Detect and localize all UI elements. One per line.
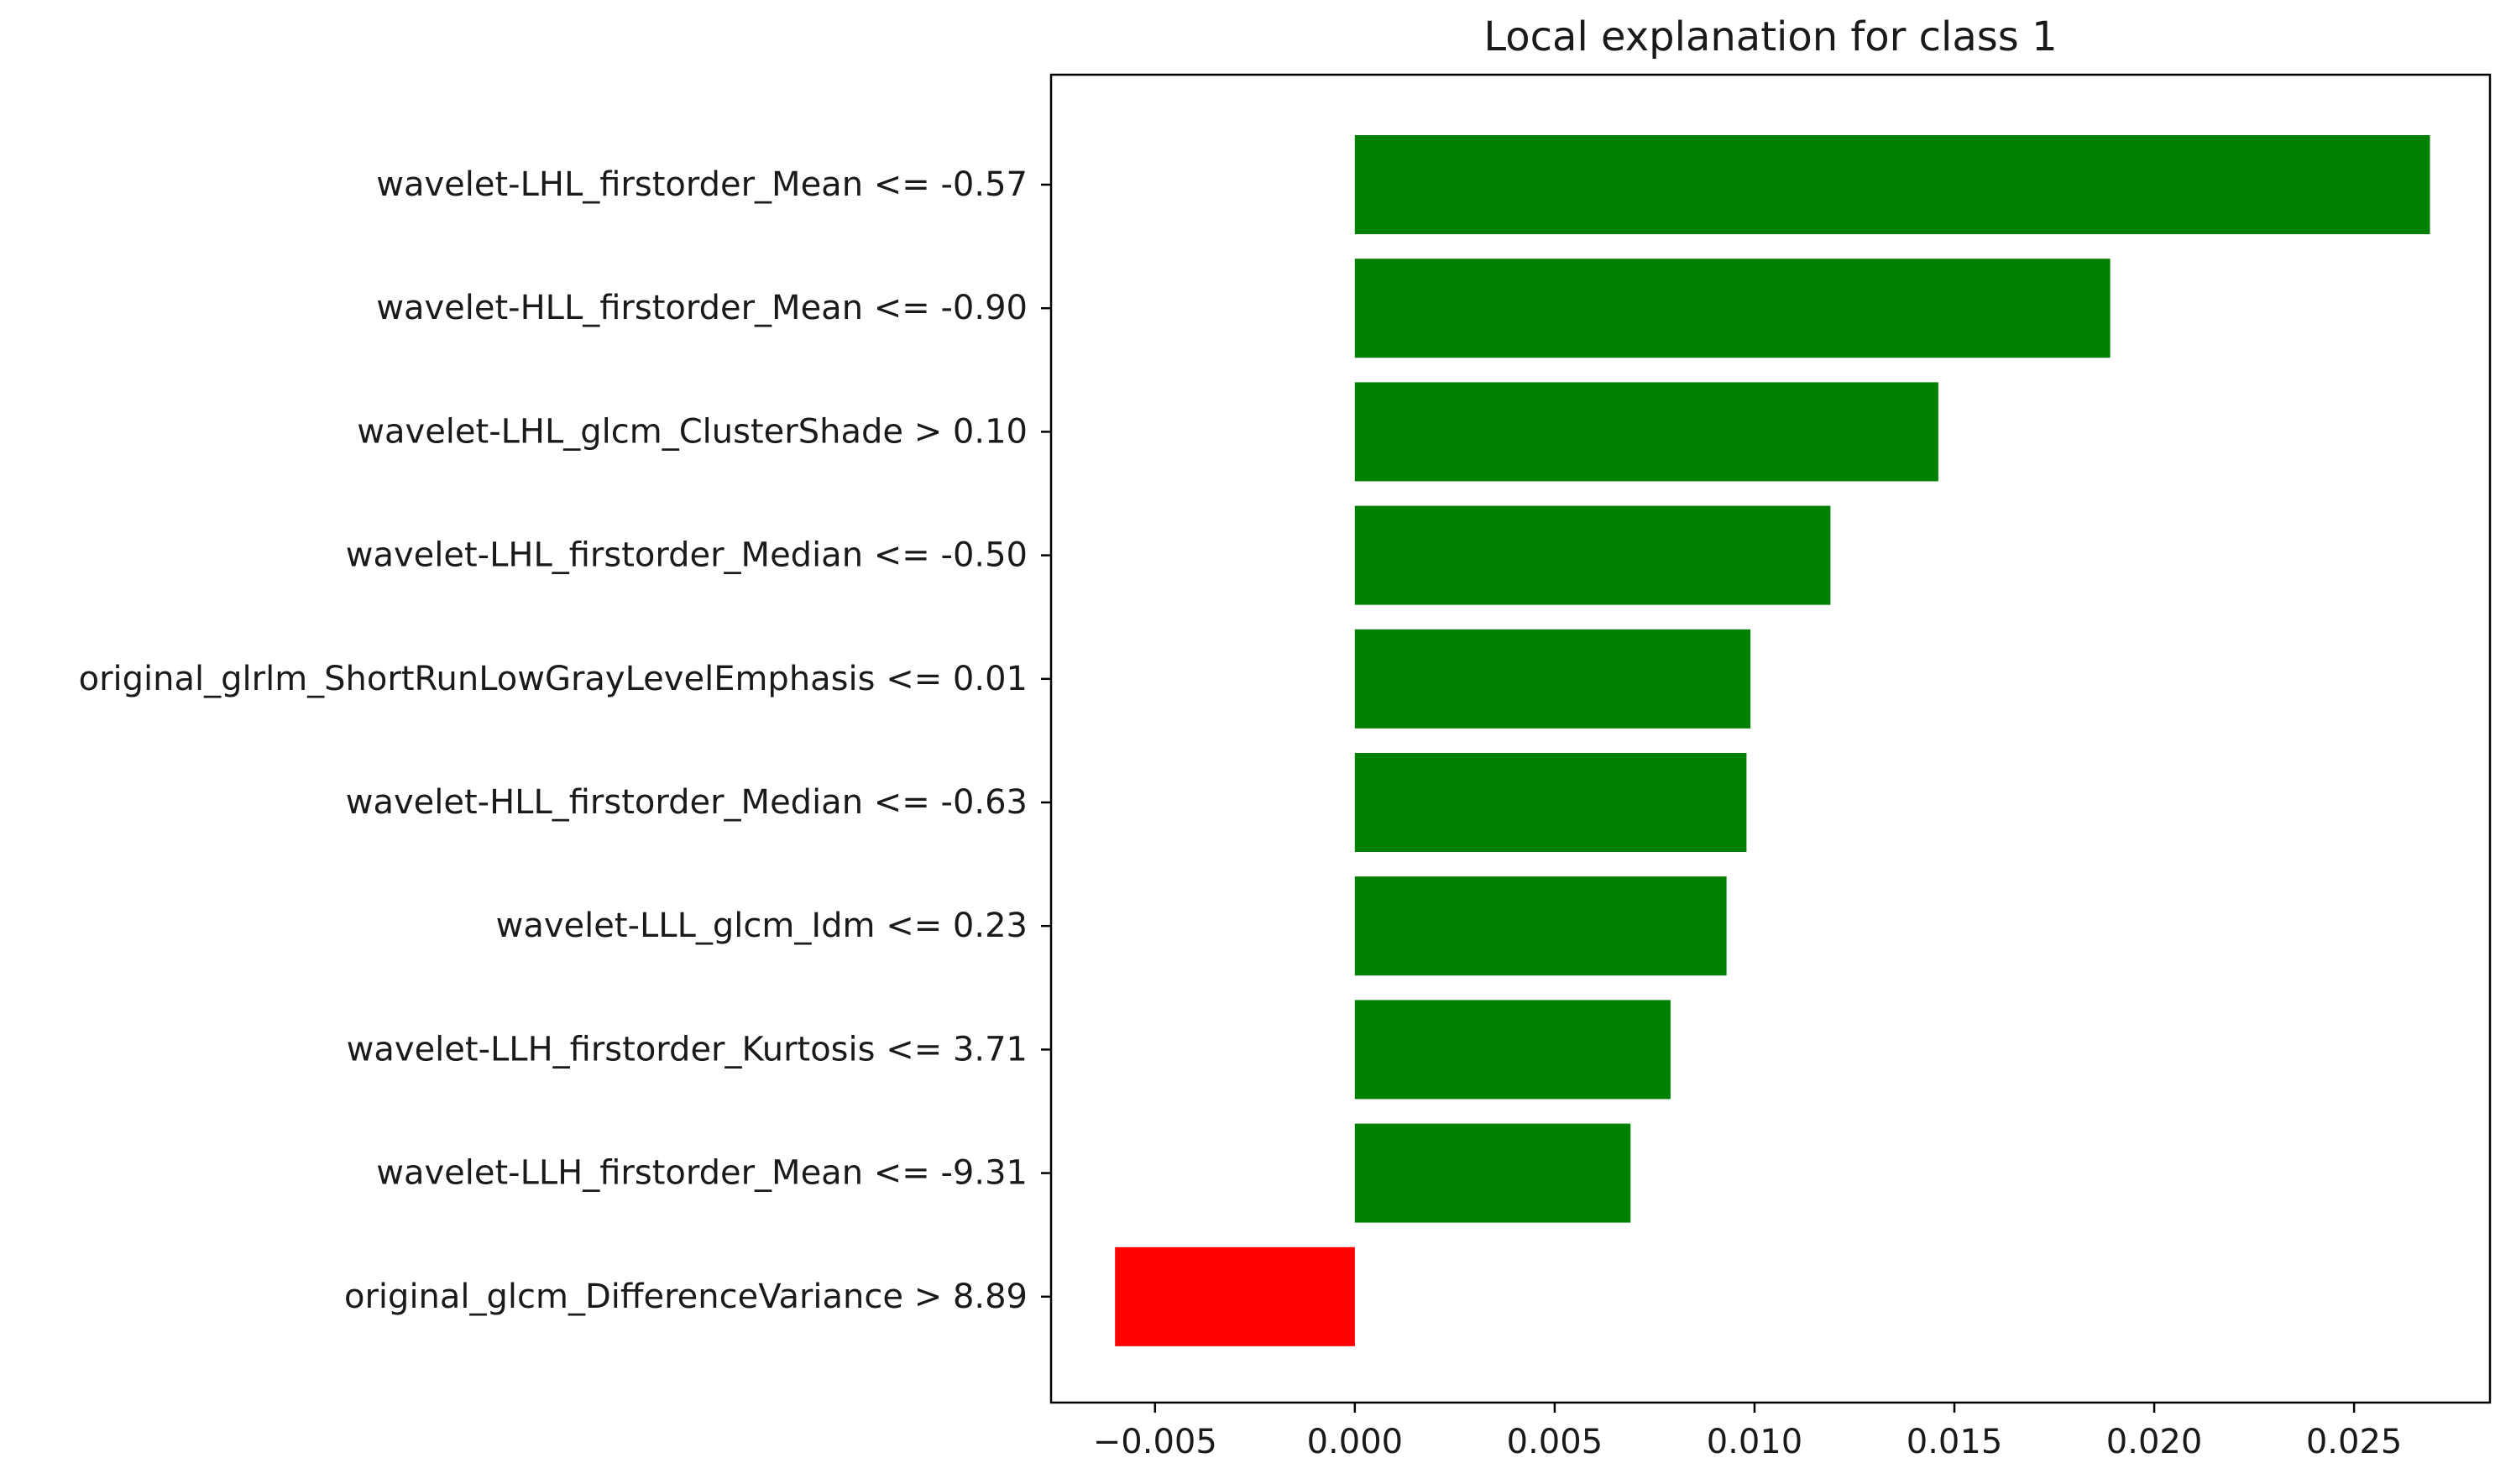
bar-4 [1354, 505, 1831, 605]
x-tick-label: 0.025 [2306, 1423, 2403, 1461]
y-tick-label: wavelet-LHL_glcm_ClusterShade > 0.10 [357, 412, 1028, 451]
y-tick-label: wavelet-LHL_firstorder_Median <= -0.50 [346, 536, 1028, 575]
x-tick-label: 0.000 [1307, 1423, 1404, 1461]
bar-9 [1354, 1123, 1631, 1223]
bar-10 [1115, 1246, 1355, 1346]
y-tick-label: wavelet-HLL_firstorder_Median <= -0.63 [346, 783, 1028, 822]
x-tick-label: −0.005 [1093, 1423, 1217, 1461]
bar-8 [1354, 1000, 1671, 1100]
bar-1 [1354, 135, 2430, 234]
bar-2 [1354, 259, 2111, 358]
y-tick-label: original_glrlm_ShortRunLowGrayLevelEmpha… [79, 660, 1028, 698]
y-tick-label: original_glcm_DifferenceVariance > 8.89 [344, 1278, 1028, 1316]
y-tick-label: wavelet-LLH_firstorder_Mean <= -9.31 [376, 1154, 1028, 1193]
chart-title: Local explanation for class 1 [1483, 13, 2057, 60]
x-tick-label: 0.015 [1907, 1423, 2003, 1461]
bar-7 [1354, 876, 1727, 976]
x-axis-ticks: −0.005 0.000 0.005 0.010 0.015 0.020 0.025 [1093, 1403, 2403, 1461]
axes-frame [1049, 73, 2492, 1404]
y-tick-label: wavelet-LHL_firstorder_Mean <= -0.57 [376, 165, 1028, 204]
y-tick-label: wavelet-LLL_glcm_Idm <= 0.23 [496, 907, 1028, 945]
y-tick-label: wavelet-LLH_firstorder_Kurtosis <= 3.71 [347, 1030, 1028, 1069]
x-tick-label: 0.020 [2106, 1423, 2203, 1461]
x-tick-label: 0.010 [1707, 1423, 1803, 1461]
bar-5 [1354, 629, 1751, 729]
y-tick-label: wavelet-HLL_firstorder_Mean <= -0.90 [376, 289, 1028, 327]
bar-3 [1354, 382, 1938, 482]
bars-group [1115, 135, 2430, 1346]
x-tick-label: 0.005 [1507, 1423, 1603, 1461]
y-tick-labels: wavelet-LHL_firstorder_Mean <= -0.57 wave… [79, 165, 1051, 1316]
bar-6 [1354, 753, 1747, 852]
